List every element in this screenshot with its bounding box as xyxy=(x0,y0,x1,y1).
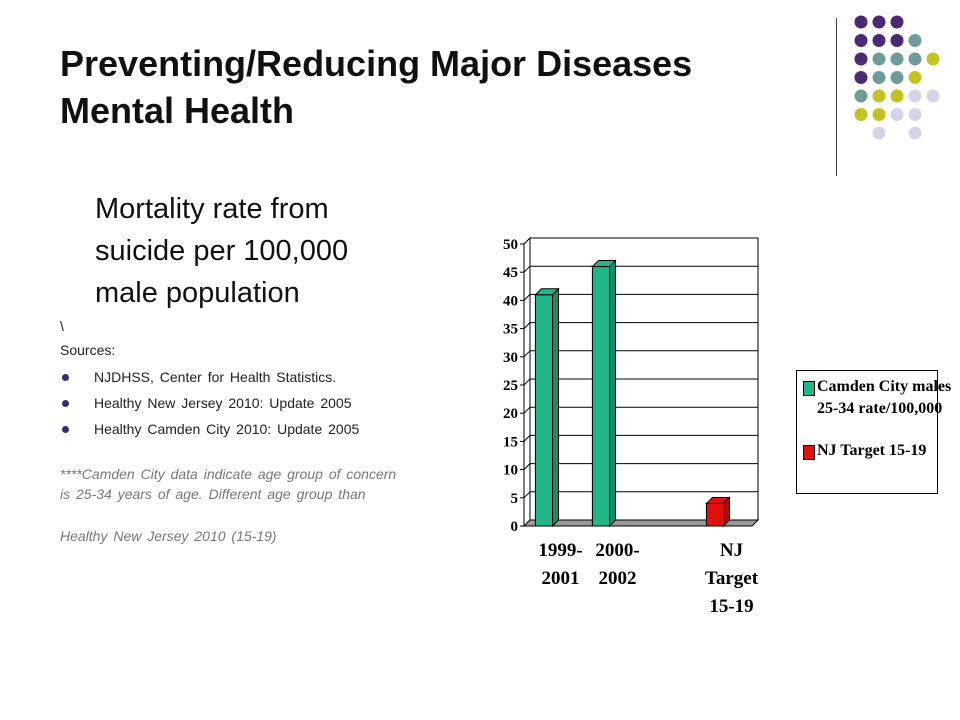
y-tick-label: 20 xyxy=(503,406,518,422)
bar xyxy=(705,502,724,527)
gridline-side xyxy=(523,350,531,358)
suicide-rate-bar-chart: 0 5 10 15 20 25 30 35 40 45 50 1999- 2001 2000- 2002 NJ… xyxy=(503,236,760,617)
decorative-dot xyxy=(854,108,868,121)
decorative-dot xyxy=(872,52,886,66)
x-tick-label: Target xyxy=(705,568,759,589)
decorative-dot xyxy=(890,52,904,66)
decorative-dot xyxy=(872,126,886,140)
decorative-dot xyxy=(872,71,886,84)
decorative-dot xyxy=(854,89,868,103)
y-tick-label: 30 xyxy=(503,350,518,366)
decorative-divider xyxy=(836,18,837,176)
bar xyxy=(534,294,554,527)
decorative-dot xyxy=(854,15,868,29)
legend-label-camden-1: Camden City males xyxy=(817,378,952,395)
decorative-dot xyxy=(872,89,886,103)
y-tick-label: 5 xyxy=(511,491,519,507)
slide-title: Preventing/Reducing Major Diseases Menta… xyxy=(60,40,692,134)
decorative-dot xyxy=(890,71,904,84)
stray-backslash: \ xyxy=(60,318,64,334)
decorative-dot xyxy=(854,34,868,47)
gridline-side xyxy=(523,265,531,273)
chart-legend: Camden City males 25-34 rate/100,000 NJ … xyxy=(796,370,951,494)
y-tick-label: 50 xyxy=(503,237,518,253)
decorative-dot xyxy=(872,34,886,47)
decorative-dot xyxy=(890,89,904,103)
gridline-side xyxy=(523,406,531,414)
gridline-side xyxy=(523,378,531,386)
y-tick-label: 10 xyxy=(503,463,518,479)
decorative-dot xyxy=(872,108,886,121)
title-line-1: Preventing/Reducing Major Diseases xyxy=(60,43,693,84)
gridline-side xyxy=(523,294,531,301)
decorative-dot xyxy=(890,15,904,29)
sources-label: Sources: xyxy=(60,342,116,358)
heading-line-3: male population xyxy=(95,277,300,309)
source-item: NJDHSS, Center for Health Statistics. xyxy=(60,368,359,394)
decorative-dot xyxy=(908,71,922,84)
x-tick-label: 15-19 xyxy=(709,596,753,617)
x-tick-label: 2001 xyxy=(542,568,580,589)
decorative-dot xyxy=(908,34,922,47)
heading-line-2: suicide per 100,000 xyxy=(95,235,349,267)
decorative-dot xyxy=(908,52,922,66)
decorative-dot xyxy=(872,15,886,29)
legend-swatch-green xyxy=(803,381,815,396)
decorative-dot xyxy=(854,52,868,66)
bar-side xyxy=(552,287,559,528)
note-line-1: ****Camden City data indicate age group … xyxy=(60,466,397,482)
title-line-2: Mental Health xyxy=(60,90,295,131)
bar-side xyxy=(609,259,616,528)
decorative-dot xyxy=(908,89,922,103)
source-item: Healthy Camden City 2010: Update 2005 xyxy=(60,420,359,446)
x-tick-label: NJ xyxy=(720,540,743,561)
legend-label-nj-target: NJ Target 15-19 xyxy=(817,442,927,459)
decorative-dot xyxy=(890,108,904,121)
legend-swatch-red xyxy=(803,445,815,460)
y-tick-label: 0 xyxy=(511,519,519,535)
heading-line-1: Mortality rate from xyxy=(95,193,329,225)
bar-side xyxy=(723,496,730,528)
chart-floor xyxy=(522,519,760,527)
gridline-side xyxy=(523,322,531,329)
decorative-dot xyxy=(890,34,904,47)
y-tick-label: 15 xyxy=(503,434,518,450)
note-line-3: Healthy New Jersey 2010 (15-19) xyxy=(60,528,277,544)
gridline-side xyxy=(523,463,531,470)
decorative-dot xyxy=(908,108,922,121)
note-line-2: is 25-34 years of age. Different age gro… xyxy=(60,486,366,502)
legend-label-camden-2: 25-34 rate/100,000 xyxy=(817,400,943,417)
gridline-side xyxy=(523,491,531,499)
source-item: Healthy New Jersey 2010: Update 2005 xyxy=(60,394,359,420)
sources-list: NJDHSS, Center for Health Statistics. He… xyxy=(60,368,359,446)
y-tick-label: 45 xyxy=(503,265,518,281)
gridline-side xyxy=(523,237,531,245)
y-tick-label: 25 xyxy=(503,378,518,394)
decorative-dot xyxy=(926,52,940,66)
decorative-dot xyxy=(926,89,940,103)
y-tick-label: 40 xyxy=(503,293,518,309)
bar xyxy=(591,266,611,527)
x-tick-label: 2002 xyxy=(599,568,637,589)
y-tick-label: 35 xyxy=(503,322,518,338)
chart-heading: Mortality rate from suicide per 100,000 … xyxy=(95,188,348,314)
x-tick-label: 1999- xyxy=(538,540,582,561)
gridline-side xyxy=(523,435,531,442)
x-tick-label: 2000- xyxy=(595,540,639,561)
decorative-dot xyxy=(908,126,922,140)
decorative-dot xyxy=(854,71,868,84)
